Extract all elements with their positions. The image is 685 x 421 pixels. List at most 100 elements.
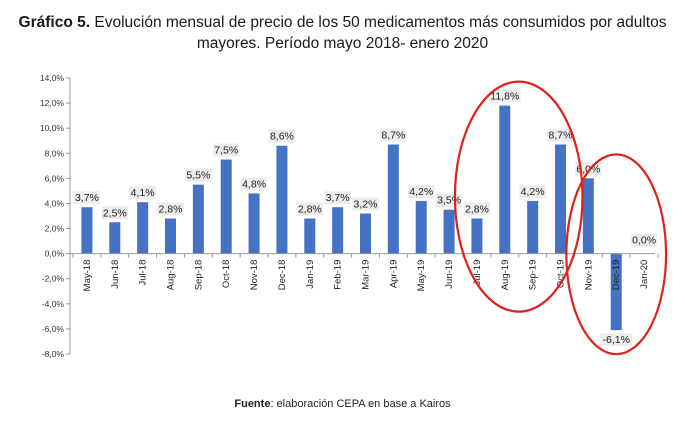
highlight-ellipse bbox=[565, 153, 668, 356]
data-label: 3,7% bbox=[75, 192, 99, 204]
bar bbox=[360, 213, 371, 254]
y-tick-label: 8,0% bbox=[45, 148, 65, 158]
bar bbox=[81, 207, 93, 254]
data-label-bg bbox=[352, 197, 379, 211]
x-tick-label: Jul-18 bbox=[138, 260, 149, 286]
bar bbox=[192, 184, 204, 254]
data-label-bg bbox=[488, 89, 521, 103]
data-label-bg bbox=[268, 129, 296, 143]
x-tick-label: Dec-18 bbox=[277, 260, 288, 291]
x-tick-label: Mar-19 bbox=[361, 260, 372, 290]
data-label-bg bbox=[157, 202, 184, 216]
data-label: 3,7% bbox=[326, 192, 350, 204]
bar bbox=[499, 105, 511, 254]
bar bbox=[527, 200, 539, 254]
y-tick-label: 6,0% bbox=[45, 173, 65, 183]
data-label: 3,2% bbox=[354, 198, 378, 210]
data-label-bg bbox=[463, 202, 491, 216]
data-label: 4,2% bbox=[521, 186, 545, 198]
y-tick-label: 0,0% bbox=[45, 249, 65, 259]
y-tick-label: -6,0% bbox=[42, 324, 65, 334]
x-tick-label: Jun-19 bbox=[444, 260, 455, 289]
x-tick-label: Oct-19 bbox=[556, 260, 567, 289]
x-tick-label: Jan-19 bbox=[305, 260, 316, 289]
data-label: -6,1% bbox=[602, 334, 629, 346]
x-tick-label: May-18 bbox=[82, 260, 93, 292]
y-tick-label: -4,0% bbox=[42, 299, 65, 309]
bar bbox=[248, 193, 260, 254]
data-label: 7,5% bbox=[214, 145, 238, 157]
x-tick-label: Jan-20 bbox=[639, 260, 650, 289]
data-label: 2,8% bbox=[298, 204, 322, 216]
bar bbox=[443, 209, 455, 254]
data-label-bg bbox=[630, 233, 658, 247]
x-tick-label: Aug-19 bbox=[500, 260, 511, 291]
x-tick-label: Nov-18 bbox=[249, 260, 260, 291]
data-label-bg bbox=[380, 128, 407, 142]
data-label-bg bbox=[213, 143, 240, 157]
y-tick-label: -2,0% bbox=[42, 274, 65, 284]
data-label-bg bbox=[519, 184, 546, 198]
x-tick-label: Jul-19 bbox=[472, 260, 483, 286]
data-label-bg bbox=[240, 177, 268, 191]
data-label-bg bbox=[408, 184, 435, 198]
x-tick-label: Apr-19 bbox=[388, 260, 399, 289]
bar bbox=[165, 218, 176, 254]
data-label: 3,5% bbox=[437, 195, 461, 207]
x-tick-label: Jun-18 bbox=[110, 260, 121, 289]
data-label: 11,8% bbox=[490, 91, 519, 103]
source-prefix: Fuente bbox=[234, 398, 271, 410]
data-label: 4,1% bbox=[131, 187, 155, 199]
data-label: 4,2% bbox=[409, 186, 433, 198]
bar bbox=[610, 253, 622, 331]
chart-title: Gráfico 5. Evolución mensual de precio d… bbox=[0, 12, 685, 54]
data-label-bg bbox=[101, 206, 128, 220]
source-note: Fuente: elaboración CEPA en base a Kairo… bbox=[0, 398, 685, 410]
title-line-2: mayores. Período mayo 2018- enero 2020 bbox=[196, 35, 489, 52]
x-tick-label: Nov-19 bbox=[583, 260, 594, 291]
y-tick-label: 14,0% bbox=[40, 73, 65, 83]
bar bbox=[220, 159, 232, 254]
x-tick-label: May-19 bbox=[416, 260, 427, 292]
data-label: 5,5% bbox=[186, 170, 210, 182]
data-label-bg bbox=[547, 128, 574, 142]
data-label: 2,8% bbox=[465, 204, 489, 216]
y-tick-label: -8,0% bbox=[42, 349, 65, 359]
data-label: 8,6% bbox=[270, 131, 294, 143]
y-tick-label: 4,0% bbox=[45, 198, 65, 208]
data-label: 4,8% bbox=[242, 178, 266, 190]
data-label-bg bbox=[600, 333, 633, 347]
data-label-bg bbox=[129, 186, 156, 200]
title-line-1: Evolución mensual de precio de los 50 me… bbox=[94, 14, 667, 31]
data-label-bg bbox=[324, 191, 351, 205]
data-label-bg bbox=[73, 191, 101, 205]
data-label: 2,5% bbox=[103, 207, 127, 219]
bar bbox=[387, 144, 399, 254]
bar bbox=[471, 218, 483, 254]
bar bbox=[332, 207, 344, 254]
bar bbox=[555, 144, 566, 254]
highlight-ellipse bbox=[453, 80, 584, 313]
data-label-bg bbox=[185, 168, 212, 182]
data-label: 2,8% bbox=[159, 204, 183, 216]
bar bbox=[415, 200, 427, 254]
y-tick-label: 2,0% bbox=[45, 224, 65, 234]
data-label: 8,7% bbox=[549, 129, 573, 141]
data-label: 0,0% bbox=[632, 235, 656, 247]
source-text: : elaboración CEPA en base a Kairos bbox=[270, 398, 451, 410]
bar bbox=[582, 178, 594, 254]
x-tick-label: Aug-18 bbox=[166, 260, 177, 291]
x-tick-label: Dec-19 bbox=[611, 260, 622, 291]
y-tick-label: 10,0% bbox=[40, 123, 65, 133]
data-label: 8,7% bbox=[381, 129, 405, 141]
x-tick-label: Feb-19 bbox=[333, 260, 344, 290]
x-tick-label: Sep-19 bbox=[528, 260, 539, 291]
x-tick-label: Sep-18 bbox=[193, 260, 204, 291]
bar bbox=[109, 222, 121, 254]
data-label: 6,0% bbox=[576, 163, 600, 175]
bar bbox=[304, 218, 316, 254]
title-prefix: Gráfico 5. bbox=[18, 14, 91, 31]
data-label-bg bbox=[296, 202, 323, 216]
bar bbox=[137, 202, 149, 254]
